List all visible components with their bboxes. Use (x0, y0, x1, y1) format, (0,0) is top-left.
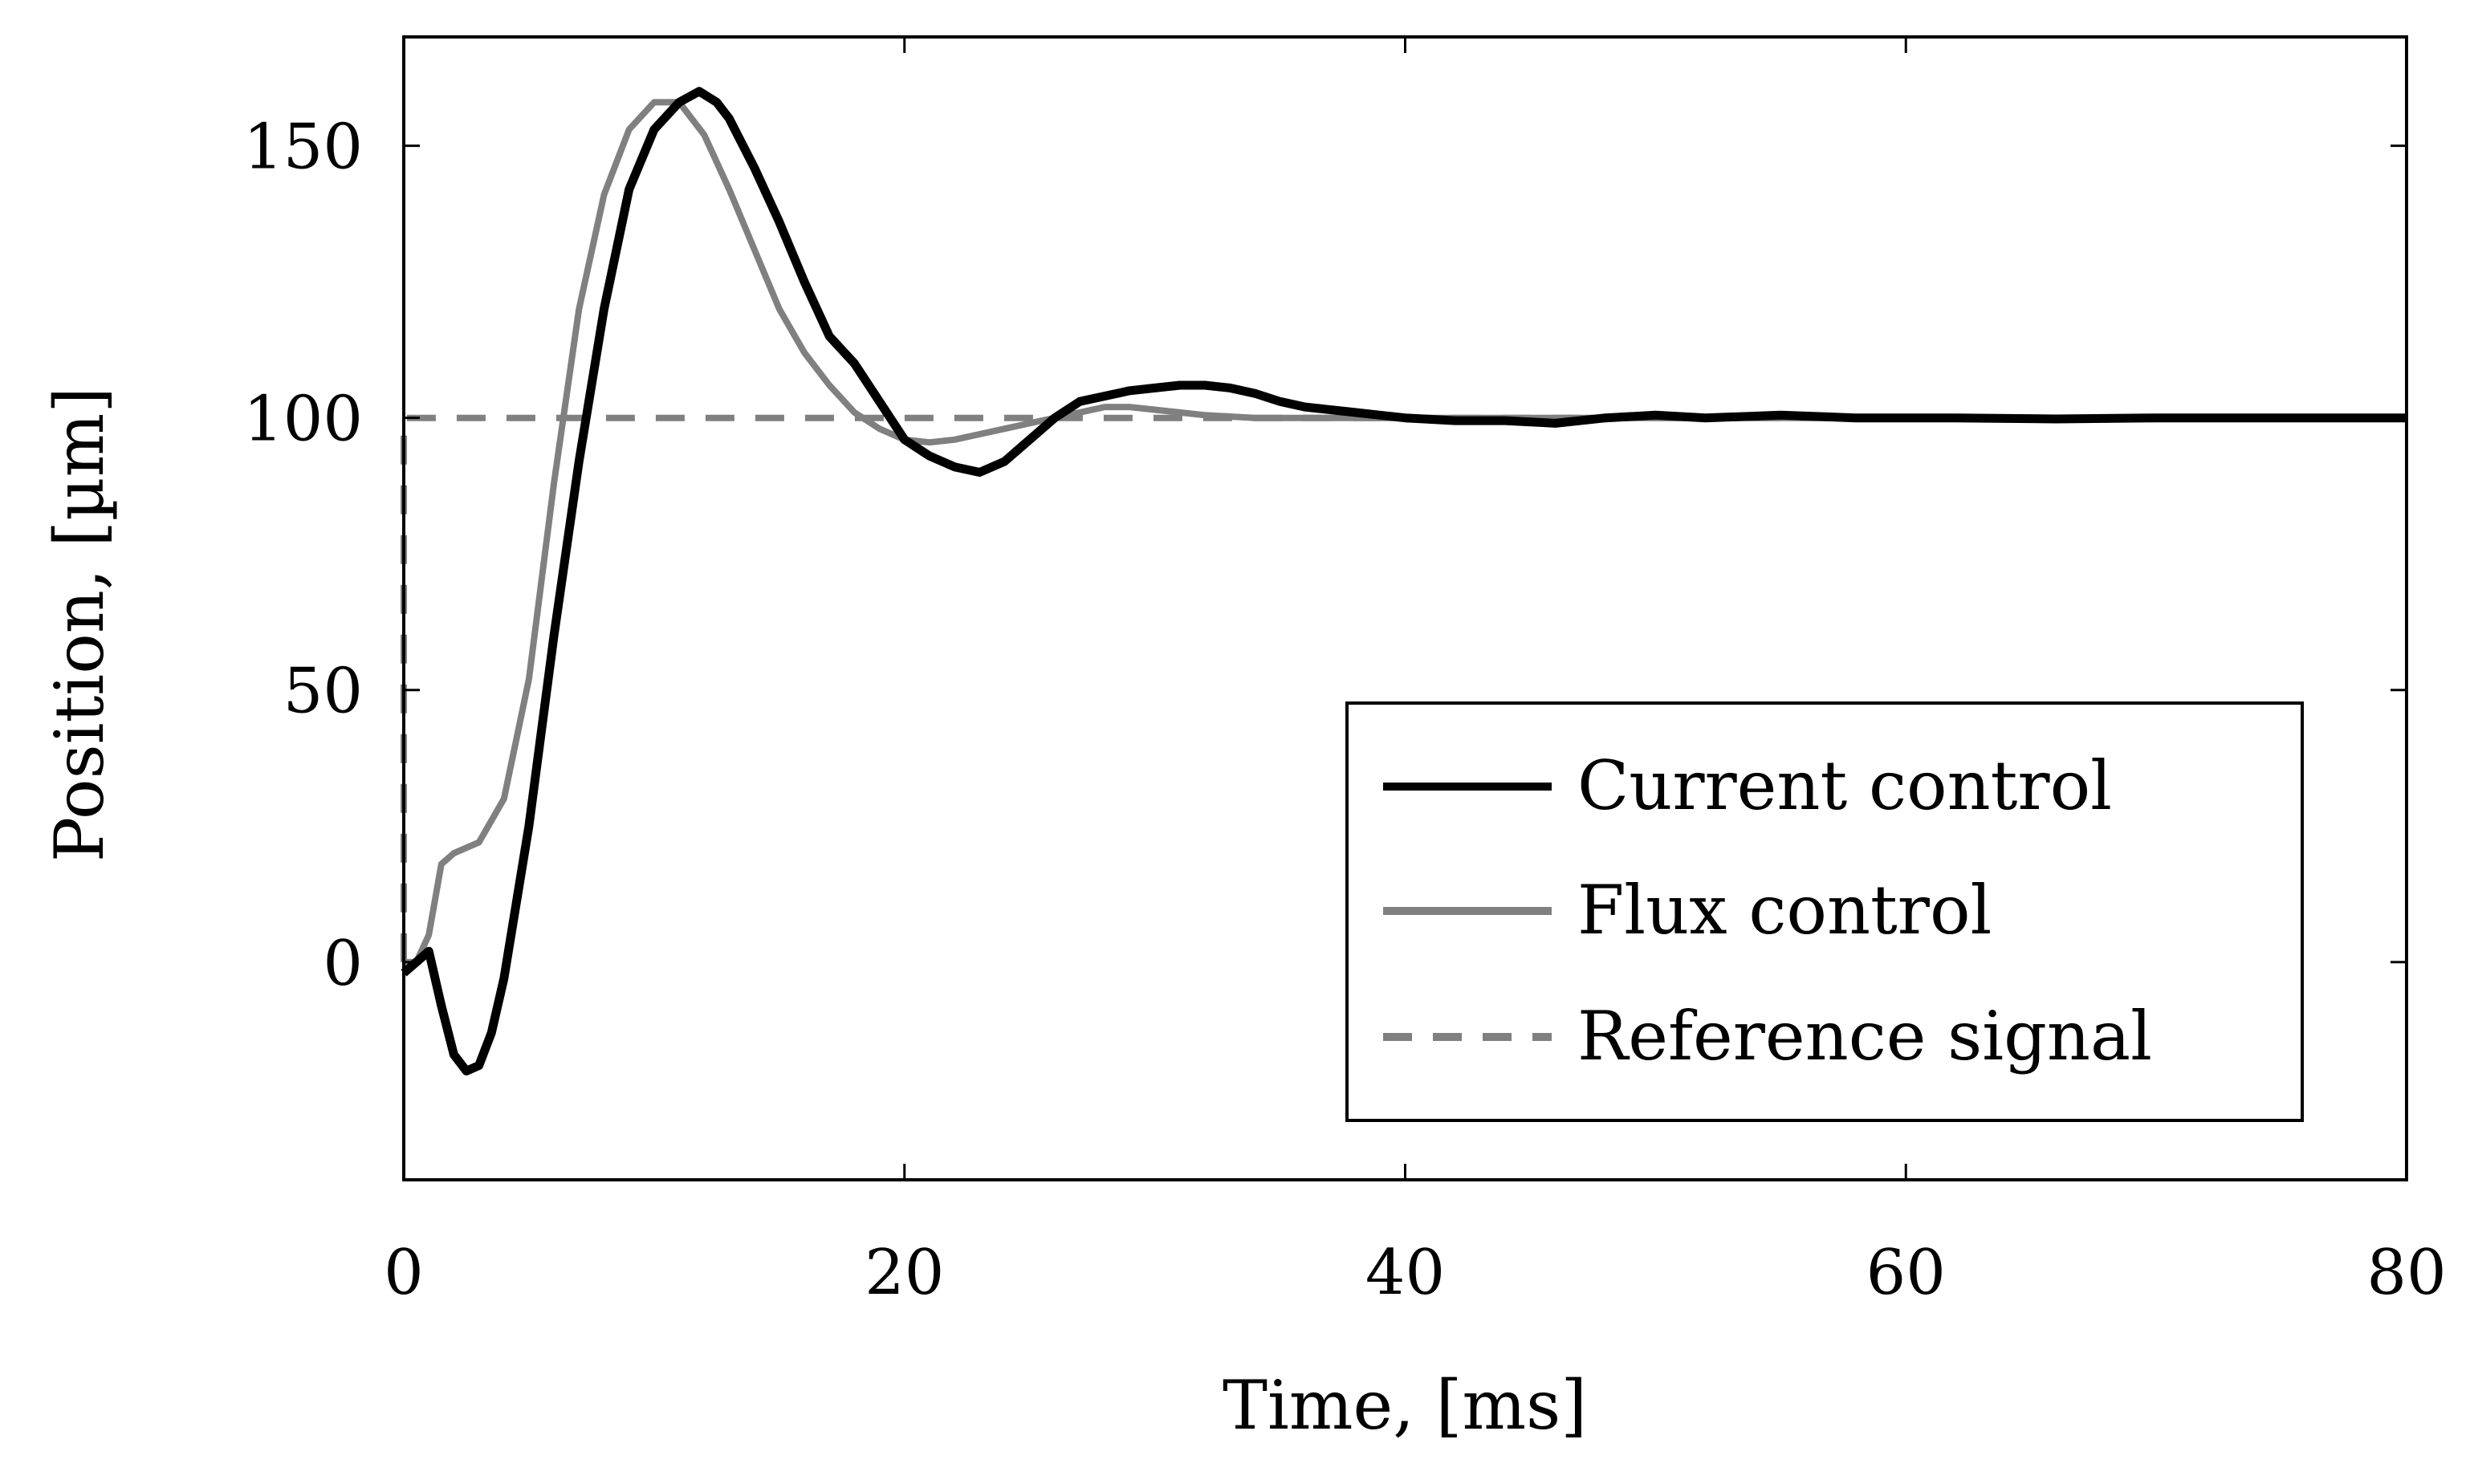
legend-label-flux-control: Flux control (1577, 871, 1992, 949)
legend-label-reference-signal: Reference signal (1577, 997, 2152, 1075)
x-tick-label-40: 40 (1365, 1237, 1445, 1309)
y-axis-label: Position, [µm] (40, 387, 119, 862)
x-tick-label-80: 80 (2366, 1237, 2446, 1309)
series-line-current-control (401, 87, 2407, 1075)
y-tick-label-50: 50 (283, 656, 363, 728)
y-tick-label-0: 0 (323, 928, 363, 1000)
y-tick-label-100: 100 (243, 384, 363, 456)
legend-label-current-control: Current control (1577, 746, 2112, 825)
ticks-layer: 0 20 40 60 80 0 50 100 150 (243, 37, 2447, 1309)
y-tick-label-150: 150 (243, 112, 363, 184)
x-tick-label-20: 20 (865, 1237, 944, 1309)
plot-frame (402, 35, 2408, 1181)
x-axis-label: Time, [ms] (1223, 1366, 1587, 1445)
x-tick-label-60: 60 (1866, 1237, 1946, 1309)
x-tick-label-0: 0 (384, 1237, 424, 1309)
series-layer (401, 87, 2407, 1075)
legend: Current control Flux control Reference s… (1345, 701, 2304, 1122)
